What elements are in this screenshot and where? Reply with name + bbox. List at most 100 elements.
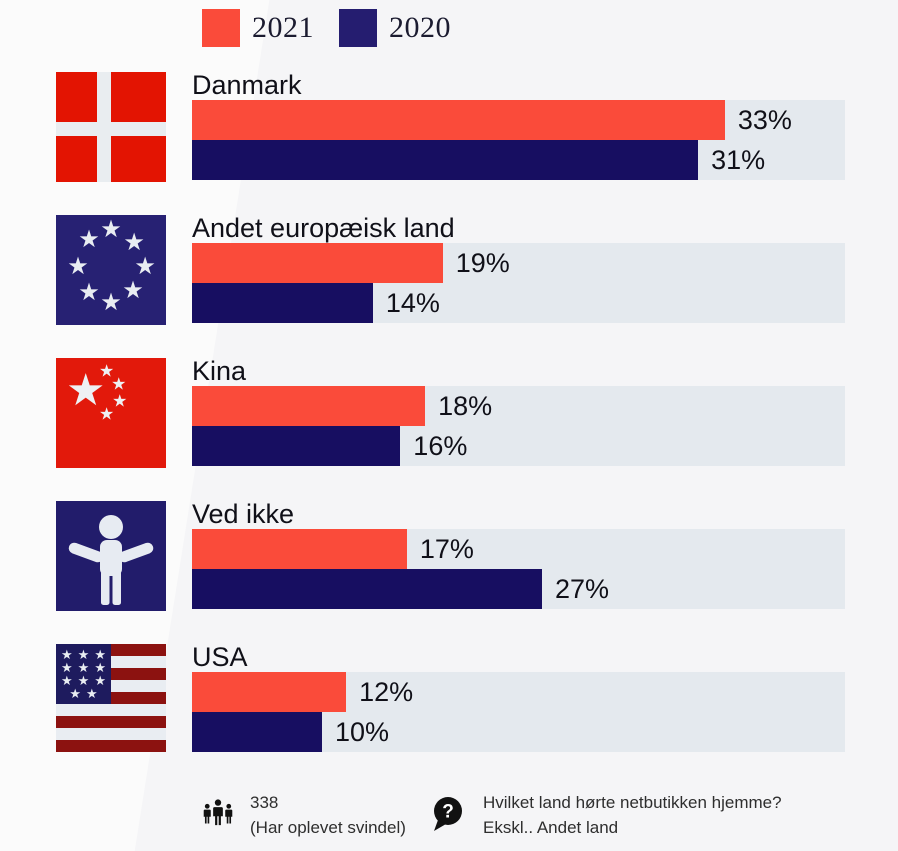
cn-star-small: ★ [98, 404, 115, 424]
cn-star-small: ★ [111, 374, 127, 394]
bar-value-2021: 18% [438, 390, 493, 421]
bar-value-2020: 14% [385, 287, 440, 318]
bar-track: 12% 10% [192, 672, 845, 752]
bar-fill-2021 [192, 529, 407, 569]
footer-question: ? Hvilket land hørte netbutikken hjemme?… [430, 788, 782, 840]
bar-2020: 10% [192, 712, 845, 752]
usa-stars-row: ★★★ [61, 660, 111, 676]
bar-fill-2020 [192, 140, 699, 180]
bar-fill-2020 [192, 426, 401, 466]
eu-flag-icon: ★ ★ ★ ★ ★ ★ ★ ★ [56, 215, 166, 325]
people-icon-svg [203, 799, 233, 826]
usa-flag-canton: ★★★ ★★★ ★★★ ★★ [56, 644, 111, 705]
denmark-flag [56, 72, 166, 182]
chart-row-usa: ★★★ ★★★ ★★★ ★★ USA 12% 10% [56, 642, 846, 752]
bar-2020: 14% [192, 283, 845, 323]
svg-text:?: ? [442, 802, 454, 823]
bar-fill-2021 [192, 243, 443, 283]
question-bubble-svg: ? [434, 797, 462, 831]
cn-star-large: ★ [65, 366, 106, 415]
chart-row-kina: ★ ★ ★ ★ ★ Kina 18% 16% [56, 356, 846, 468]
row-content: Andet europæisk land 19% 14% [192, 213, 845, 323]
bar-value-2020: 31% [711, 144, 766, 175]
row-label: Andet europæisk land [192, 213, 455, 243]
row-content: USA 12% 10% [192, 642, 845, 752]
denmark-flag-icon [56, 72, 166, 182]
bar-2021: 18% [192, 386, 845, 426]
bar-2021: 19% [192, 243, 845, 283]
cn-star-small: ★ [112, 391, 128, 411]
bar-fill-2021 [192, 386, 426, 426]
eu-star: ★ [122, 276, 144, 304]
legend-item-2020: 2020 [339, 9, 451, 47]
bar-value-2021: 19% [455, 247, 510, 278]
chart-row-andet-europaeisk-land: ★ ★ ★ ★ ★ ★ ★ ★ Andet europæisk land 19%… [56, 213, 846, 325]
row-content: Ved ikke 17% 27% [192, 499, 845, 609]
bar-value-2020: 16% [413, 430, 468, 461]
bar-2021: 12% [192, 672, 845, 712]
chart-row-ved-ikke: Ved ikke 17% 27% [56, 499, 846, 611]
row-label: Kina [192, 356, 247, 386]
bar-2020: 16% [192, 426, 845, 466]
bar-track: 33% 31% [192, 100, 845, 180]
bar-2021: 33% [192, 100, 845, 140]
bar-fill-2020 [192, 569, 542, 609]
flag-cross-horizontal [56, 121, 166, 136]
usa-flag: ★★★ ★★★ ★★★ ★★ [56, 644, 166, 752]
bar-2020: 31% [192, 140, 845, 180]
bar-value-2021: 17% [419, 533, 474, 564]
sample-size-text: 338 (Har oplevet svindel) [250, 788, 406, 840]
usa-stars-row: ★★★ [61, 673, 111, 689]
bar-fill-2021 [192, 672, 347, 712]
sample-size-note: (Har oplevet svindel) [250, 818, 406, 837]
usa-flag-icon: ★★★ ★★★ ★★★ ★★ [56, 644, 166, 754]
eu-star: ★ [100, 289, 122, 316]
sample-size-value: 338 [250, 793, 279, 812]
people-icon [203, 788, 233, 833]
person-shrug-icon [56, 501, 166, 611]
usa-stars-row: ★★ [69, 686, 103, 702]
legend-swatch-2021 [202, 9, 240, 47]
legend-label-2020: 2020 [389, 11, 451, 44]
eu-flag: ★ ★ ★ ★ ★ ★ ★ ★ [56, 215, 166, 325]
china-flag: ★ ★ ★ ★ ★ [56, 358, 166, 468]
question-text: Hvilket land hørte netbutikken hjemme? E… [483, 788, 782, 840]
bar-value-2020: 10% [334, 716, 389, 747]
legend-item-2021: 2021 [202, 9, 314, 47]
person-shrug-svg [68, 515, 154, 605]
bar-2020: 27% [192, 569, 845, 609]
chart-row-danmark: Danmark 33% 31% [56, 70, 846, 182]
chart-legend: 2021 2020 [202, 9, 451, 47]
legend-swatch-2020 [339, 9, 377, 47]
legend-label-2021: 2021 [252, 11, 314, 44]
row-content: Danmark 33% 31% [192, 70, 845, 180]
eu-star: ★ [78, 279, 100, 307]
eu-star: ★ [67, 252, 89, 280]
row-label: Ved ikke [192, 499, 295, 529]
question-line2: Ekskl.. Andet land [483, 818, 619, 837]
usa-stars-row: ★★★ [61, 647, 111, 663]
row-label: USA [192, 642, 248, 672]
row-content: Kina 18% 16% [192, 356, 845, 466]
bar-value-2021: 12% [359, 676, 414, 707]
eu-star: ★ [123, 228, 145, 256]
question-bubble-icon: ? [430, 788, 466, 839]
bar-value-2020: 27% [555, 573, 610, 604]
bar-fill-2020 [192, 283, 373, 323]
china-flag-icon: ★ ★ ★ ★ ★ [56, 358, 166, 468]
eu-star: ★ [100, 216, 122, 244]
person-shrug [56, 501, 166, 611]
question-line1: Hvilket land hørte netbutikken hjemme? [483, 793, 782, 812]
row-label: Danmark [192, 70, 302, 100]
eu-star: ★ [134, 252, 156, 280]
footer-sample-size: 338 (Har oplevet svindel) [203, 788, 406, 840]
cn-star-small: ★ [98, 361, 115, 381]
eu-star: ★ [78, 226, 100, 254]
bar-track: 18% 16% [192, 386, 845, 466]
bar-fill-2020 [192, 712, 322, 752]
bar-track: 17% 27% [192, 529, 845, 609]
bar-track: 19% 14% [192, 243, 845, 323]
bar-value-2021: 33% [737, 104, 792, 135]
bar-fill-2021 [192, 100, 725, 140]
